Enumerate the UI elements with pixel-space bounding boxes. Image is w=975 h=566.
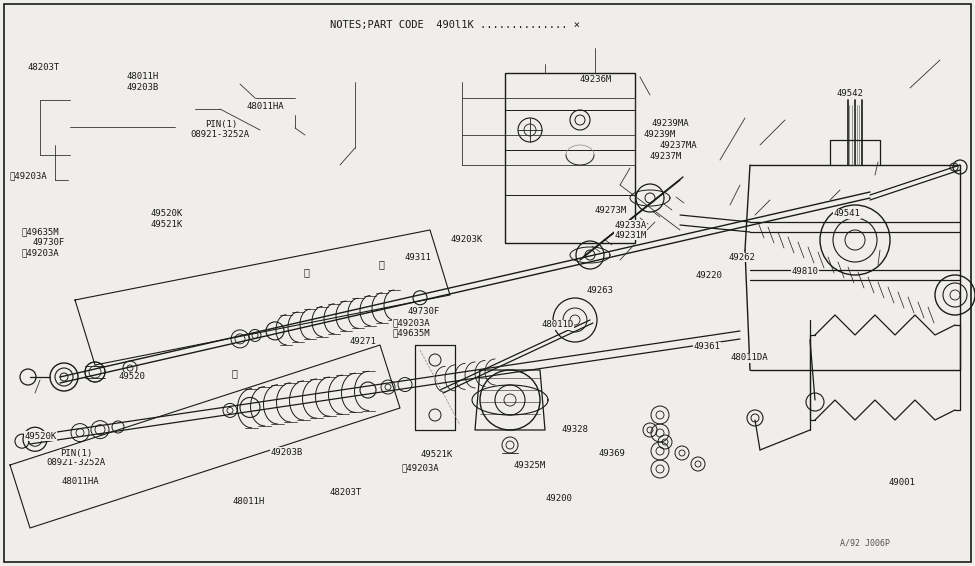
Bar: [505, 73, 635, 243]
Text: 48203T: 48203T: [27, 63, 59, 72]
Text: 48011D: 48011D: [541, 320, 573, 329]
Text: 49311: 49311: [405, 253, 432, 262]
Text: 49237M: 49237M: [649, 152, 682, 161]
Text: 49521K: 49521K: [420, 450, 452, 459]
Text: 49542: 49542: [837, 89, 864, 98]
Text: 49220: 49220: [695, 271, 722, 280]
Text: ※49203A: ※49203A: [10, 171, 48, 181]
Text: ※: ※: [303, 267, 309, 277]
Text: ※49203A: ※49203A: [393, 318, 431, 327]
Text: 49237MA: 49237MA: [659, 142, 697, 151]
Text: 49520: 49520: [119, 372, 146, 381]
Text: ※49635M: ※49635M: [21, 228, 59, 237]
Text: 49520K: 49520K: [24, 432, 57, 441]
Text: 49361: 49361: [693, 342, 721, 351]
Text: 49236M: 49236M: [579, 75, 611, 84]
Text: 49233A: 49233A: [614, 221, 646, 230]
Text: 49328: 49328: [562, 425, 589, 434]
Text: 48011DA: 48011DA: [730, 353, 768, 362]
Text: 49271: 49271: [349, 337, 376, 346]
Text: ※: ※: [231, 368, 237, 378]
Text: 49520K: 49520K: [150, 209, 182, 218]
Text: 49262: 49262: [728, 253, 756, 262]
Text: 49239M: 49239M: [644, 130, 676, 139]
Text: 49200: 49200: [545, 494, 572, 503]
Text: ※49635M: ※49635M: [393, 328, 431, 337]
Text: 49239MA: 49239MA: [651, 119, 689, 128]
Text: 08921-3252A: 08921-3252A: [190, 130, 250, 139]
Text: 49541: 49541: [834, 209, 861, 218]
Text: 48011HA: 48011HA: [247, 102, 285, 112]
Text: 49730F: 49730F: [32, 238, 64, 247]
Text: 49369: 49369: [599, 449, 626, 458]
Text: 49273M: 49273M: [595, 206, 627, 215]
Text: 08921-3252A: 08921-3252A: [47, 458, 106, 468]
Text: 48011HA: 48011HA: [61, 477, 99, 486]
Text: ※49203A: ※49203A: [21, 248, 59, 257]
Text: 49325M: 49325M: [514, 461, 546, 470]
Text: PIN(1): PIN(1): [60, 449, 93, 458]
Text: 49810: 49810: [792, 267, 819, 276]
Text: PIN(1): PIN(1): [205, 120, 237, 129]
Text: 49521K: 49521K: [150, 220, 182, 229]
Text: A/92 J006P: A/92 J006P: [840, 539, 890, 548]
Text: ※49203A: ※49203A: [402, 463, 440, 472]
Text: 48011H: 48011H: [127, 72, 159, 82]
Text: 49231M: 49231M: [614, 231, 646, 240]
Text: 49203B: 49203B: [270, 448, 302, 457]
Text: NOTES;PART CODE  490l1K .............. ×: NOTES;PART CODE 490l1K .............. ×: [330, 20, 580, 30]
Text: 49203K: 49203K: [450, 235, 483, 244]
Text: 49203B: 49203B: [127, 83, 159, 92]
Text: 49001: 49001: [888, 478, 916, 487]
Text: 49263: 49263: [587, 286, 614, 295]
Text: 48011H: 48011H: [232, 497, 264, 506]
Text: ※: ※: [378, 259, 384, 269]
Text: 48203T: 48203T: [330, 488, 362, 497]
Text: 49730F: 49730F: [408, 307, 440, 316]
